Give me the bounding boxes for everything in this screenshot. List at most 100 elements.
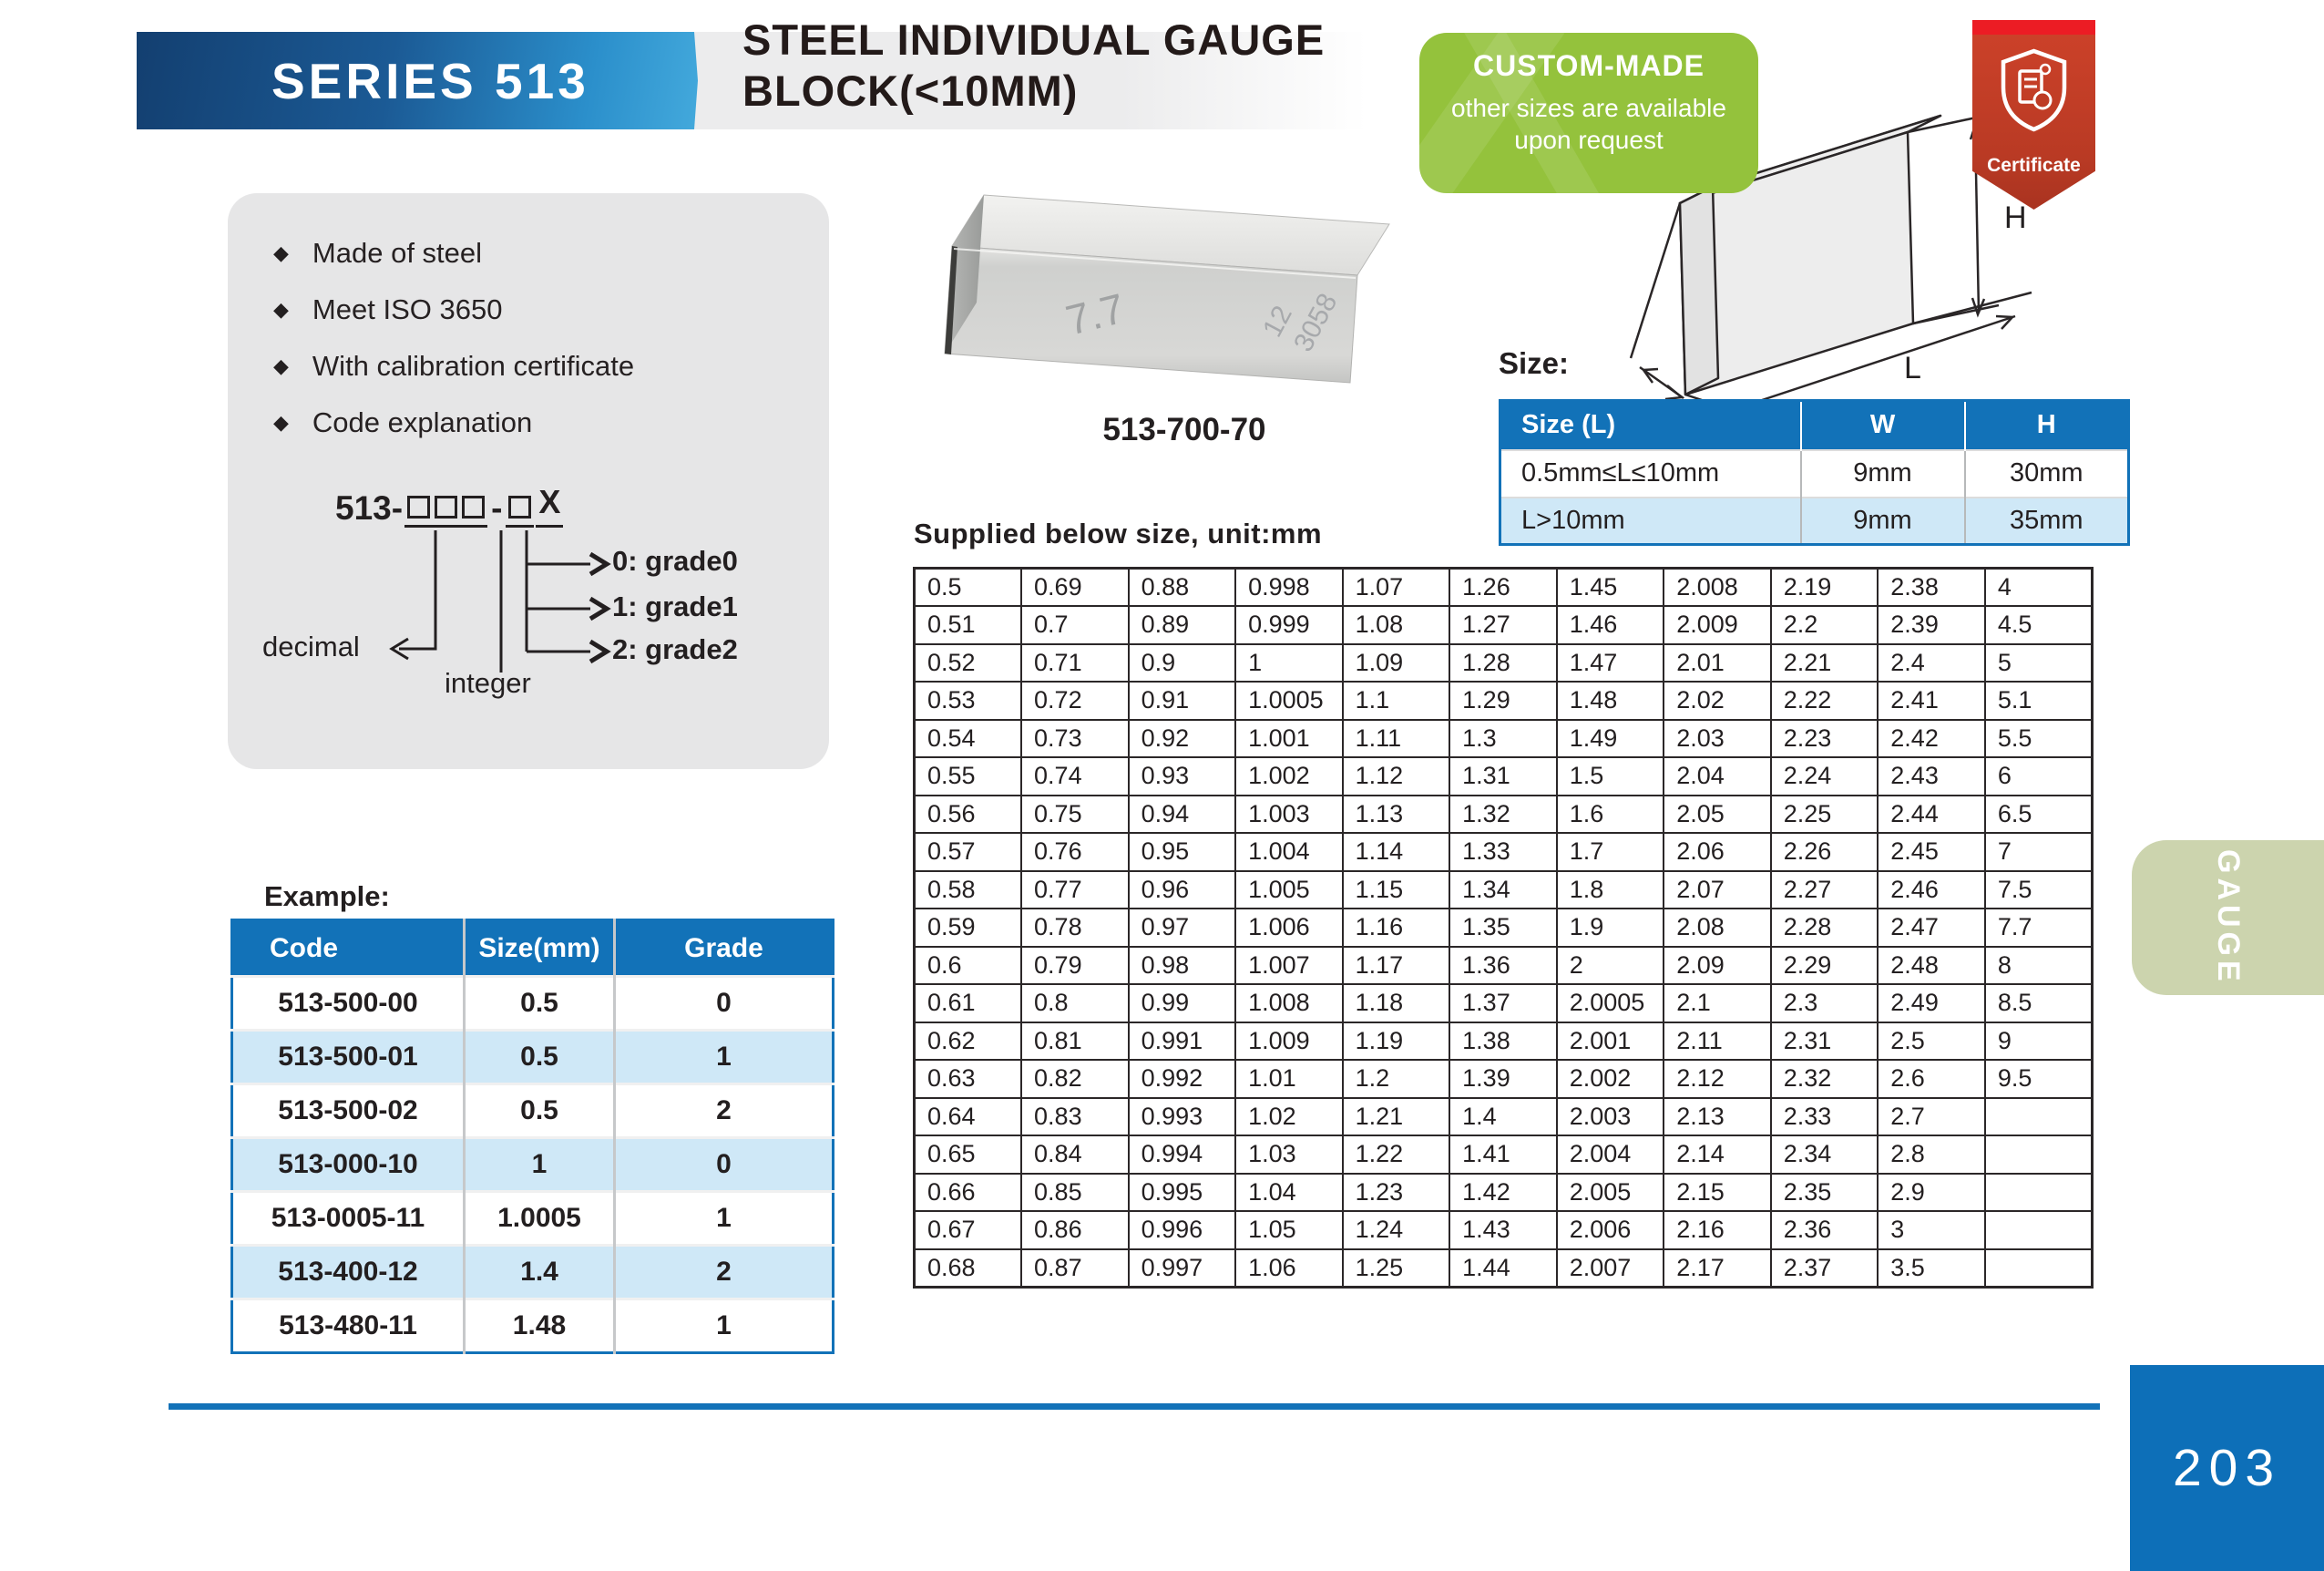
supplied-cell: 0.58: [913, 869, 1023, 909]
supplied-cell: 1.41: [1449, 1135, 1558, 1175]
code-box-icon: [508, 496, 532, 519]
supplied-cell: 0.91: [1127, 681, 1237, 721]
size-table: Size (L) W H 0.5mm≤L≤10mm 9mm 30mm L>10mm 9m…: [1499, 399, 2130, 546]
supplied-cell: 6.5: [1983, 794, 2094, 834]
supplied-cell: 2.001: [1555, 1021, 1665, 1061]
example-header: Grade: [613, 919, 834, 977]
supplied-cell: 1.09: [1341, 642, 1451, 683]
supplied-cell: 2.42: [1877, 718, 1986, 758]
supplied-cell: 1.21: [1341, 1096, 1451, 1136]
supplied-cell: 3.5: [1877, 1248, 1986, 1288]
supplied-cell: 0.99: [1127, 983, 1237, 1023]
supplied-cell: 2.48: [1877, 945, 1986, 985]
supplied-cell: 2.29: [1769, 945, 1879, 985]
supplied-cell: 2.15: [1663, 1172, 1772, 1212]
supplied-cell: 2.19: [1769, 567, 1879, 607]
supplied-cell: 2.45: [1877, 832, 1986, 872]
supplied-cell: 2.7: [1877, 1096, 1986, 1136]
supplied-cell: 1.04: [1234, 1172, 1344, 1212]
supplied-cell: 1.27: [1449, 605, 1558, 645]
supplied-cell: 9: [1983, 1021, 2094, 1061]
supplied-row: 0.55 0.74 0.93 1.002 1.12 1.31 1.5 2.04 2.24 2.43…: [913, 756, 2094, 796]
supplied-cell: 0.999: [1234, 605, 1344, 645]
supplied-cell: 2.6: [1877, 1059, 1986, 1099]
example-row: 513-000-10 1 0: [231, 1136, 834, 1192]
supplied-cell: 0.65: [913, 1135, 1023, 1175]
grade0-label: 0: grade0: [612, 545, 738, 577]
example-cell: 2: [613, 1244, 834, 1299]
supplied-cell: 6: [1983, 756, 2094, 796]
supplied-cell: 2.01: [1663, 642, 1772, 683]
example-row: 513-400-12 1.4 2: [231, 1244, 834, 1299]
supplied-cell: 0.83: [1020, 1096, 1130, 1136]
supplied-cell: 0.88: [1127, 567, 1237, 607]
supplied-cell: 1.001: [1234, 718, 1344, 758]
certificate-top-band: [1972, 20, 2095, 35]
size-table-cell: 9mm: [1799, 496, 1965, 545]
supplied-cell: 2.38: [1877, 567, 1986, 607]
code-size-boxes: [404, 496, 488, 528]
supplied-cell: 2.07: [1663, 869, 1772, 909]
size-section-label: Size:: [1499, 346, 1570, 380]
supplied-cell: 0.84: [1020, 1135, 1130, 1175]
supplied-cell: 2.43: [1877, 756, 1986, 796]
supplied-cell: 0.92: [1127, 718, 1237, 758]
supplied-cell: 1.29: [1449, 681, 1558, 721]
supplied-cell: 1.005: [1234, 869, 1344, 909]
supplied-cell: 1.49: [1555, 718, 1665, 758]
diamond-bullet-icon: ◆: [273, 298, 289, 321]
supplied-cell: 2.12: [1663, 1059, 1772, 1099]
supplied-cell: 1.7: [1555, 832, 1665, 872]
example-row: 513-480-11 1.48 1: [231, 1298, 834, 1353]
supplied-cell: 0.97: [1127, 908, 1237, 948]
page-title-line1: STEEL INDIVIDUAL GAUGE: [742, 15, 1326, 64]
example-cell: 513-000-10: [231, 1136, 465, 1192]
supplied-cell: 2.39: [1877, 605, 1986, 645]
supplied-cell: 1.02: [1234, 1096, 1344, 1136]
grade2-label: 2: grade2: [612, 633, 738, 665]
supplied-cell: 1.32: [1449, 794, 1558, 834]
custom-made-title: CUSTOM-MADE: [1473, 49, 1705, 82]
supplied-cell: 0.57: [913, 832, 1023, 872]
supplied-cell: 2.0005: [1555, 983, 1665, 1023]
supplied-row: 0.62 0.81 0.991 1.009 1.19 1.38 2.001 2.11 2.31 2…: [913, 1021, 2094, 1061]
page-number: 203: [2172, 1439, 2282, 1497]
example-cell: 513-500-01: [231, 1029, 465, 1084]
code-box-icon: [435, 496, 458, 519]
example-cell: 513-0005-11: [231, 1190, 465, 1246]
supplied-cell: 2.41: [1877, 681, 1986, 721]
supplied-row: 0.51 0.7 0.89 0.999 1.08 1.27 1.46 2.009 2.2 2.39…: [913, 605, 2094, 645]
code-pattern: 513- - X: [335, 483, 564, 528]
supplied-cell: 0.994: [1127, 1135, 1237, 1175]
supplied-cell: 1.14: [1341, 832, 1451, 872]
supplied-cell: 0.87: [1020, 1248, 1130, 1288]
supplied-cell: 7.7: [1983, 908, 2094, 948]
supplied-row: 0.66 0.85 0.995 1.04 1.23 1.42 2.005 2.15 2.35 2.…: [913, 1172, 2094, 1212]
supplied-cell: 2.3: [1769, 983, 1879, 1023]
dim-h-label: H: [2004, 200, 2027, 235]
supplied-cell: 2.004: [1555, 1135, 1665, 1175]
supplied-cell: 0.89: [1127, 605, 1237, 645]
supplied-cell: 0.71: [1020, 642, 1130, 683]
supplied-row: 0.6 0.79 0.98 1.007 1.17 1.36 2 2.09 2.29 2.48 8: [913, 945, 2094, 985]
supplied-cell: 2.31: [1769, 1021, 1879, 1061]
supplied-cell: 1.39: [1449, 1059, 1558, 1099]
supplied-cell: 1.45: [1555, 567, 1665, 607]
supplied-cell: 1.48: [1555, 681, 1665, 721]
supplied-cell: 0.56: [913, 794, 1023, 834]
example-header: Size(mm): [463, 919, 615, 977]
supplied-cell: 1.13: [1341, 794, 1451, 834]
certificate-badge: Certificate: [1972, 20, 2095, 210]
supplied-row: 0.64 0.83 0.993 1.02 1.21 1.4 2.003 2.13 2.33 2.7: [913, 1096, 2094, 1136]
example-row: 513-500-00 0.5 0: [231, 975, 834, 1031]
supplied-row: 0.67 0.86 0.996 1.05 1.24 1.43 2.006 2.16 2.36 3: [913, 1210, 2094, 1250]
supplied-cell: 1.47: [1555, 642, 1665, 683]
custom-made-line1: other sizes are available: [1451, 94, 1726, 122]
example-cell: 1.0005: [463, 1190, 615, 1246]
supplied-cell: 0.96: [1127, 869, 1237, 909]
supplied-sizes-table: 0.5 0.69 0.88 0.998 1.07 1.26 1.45 2.008 2.19 2.3…: [913, 567, 2094, 1289]
supplied-cell: 1.008: [1234, 983, 1344, 1023]
supplied-cell: 2.003: [1555, 1096, 1665, 1136]
supplied-row: 0.52 0.71 0.9 1 1.09 1.28 1.47 2.01 2.21 2.4 5: [913, 642, 2094, 683]
supplied-cell: 2.007: [1555, 1248, 1665, 1288]
